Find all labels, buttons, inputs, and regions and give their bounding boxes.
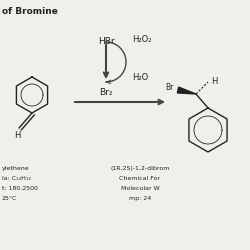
Polygon shape (177, 87, 196, 94)
Text: Molecular W: Molecular W (120, 186, 160, 191)
Text: H: H (14, 130, 20, 140)
Text: of Bromine: of Bromine (2, 7, 58, 16)
Text: (1R,2S)-1,2-dibrom: (1R,2S)-1,2-dibrom (110, 166, 170, 171)
Text: Br₂: Br₂ (99, 88, 113, 97)
Text: ylethene: ylethene (2, 166, 30, 171)
Text: H: H (211, 76, 218, 86)
Text: HBr: HBr (98, 37, 114, 46)
Text: H₂O₂: H₂O₂ (132, 36, 152, 44)
Text: mp: 24: mp: 24 (129, 196, 151, 201)
Text: H₂O: H₂O (132, 74, 148, 82)
Text: t: 180.2500: t: 180.2500 (2, 186, 38, 191)
Text: la: C₁₄H₁₂: la: C₁₄H₁₂ (2, 176, 31, 181)
Text: 25°C: 25°C (2, 196, 18, 201)
Text: Br: Br (165, 84, 173, 92)
Text: Chemical For: Chemical For (120, 176, 160, 181)
